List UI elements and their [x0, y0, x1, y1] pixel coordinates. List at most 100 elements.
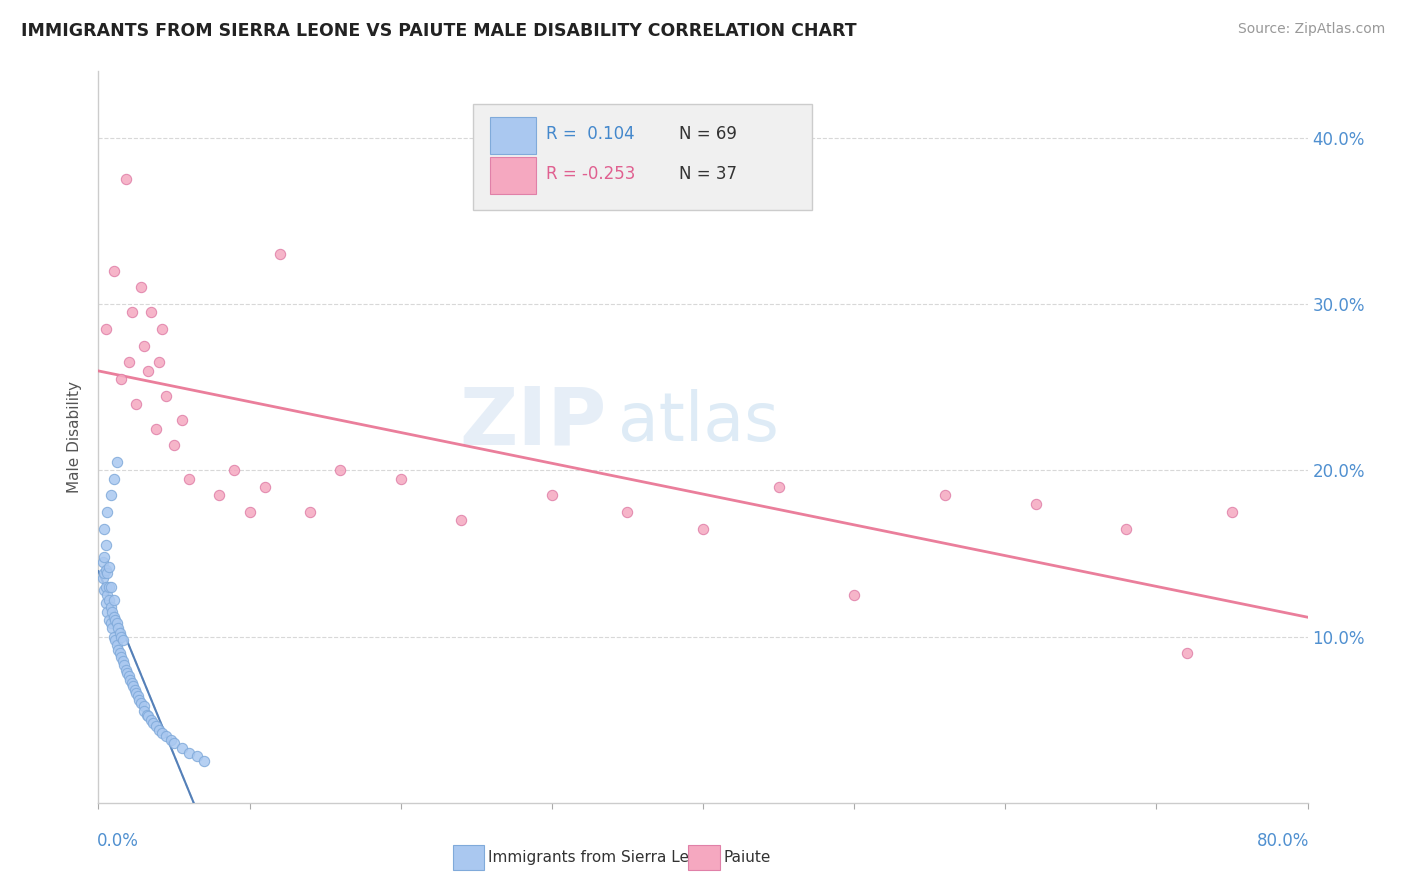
- Point: [93, 566, 115, 581]
- Point: [141, 713, 163, 727]
- Text: N = 69: N = 69: [679, 125, 737, 143]
- Point: [163, 438, 186, 452]
- Point: [105, 616, 128, 631]
- Point: [118, 669, 141, 683]
- Point: [128, 692, 150, 706]
- Point: [103, 609, 125, 624]
- Text: 0.0%: 0.0%: [97, 832, 139, 850]
- Point: [121, 305, 143, 319]
- Point: [692, 521, 714, 535]
- Point: [389, 472, 412, 486]
- Point: [100, 599, 122, 614]
- Point: [108, 626, 131, 640]
- Point: [100, 580, 122, 594]
- Point: [145, 719, 167, 733]
- Point: [104, 613, 127, 627]
- Point: [129, 696, 152, 710]
- Text: 80.0%: 80.0%: [1257, 832, 1309, 850]
- Point: [110, 372, 132, 386]
- Point: [253, 480, 276, 494]
- Point: [107, 621, 129, 635]
- Point: [122, 680, 145, 694]
- Point: [170, 740, 193, 755]
- Point: [103, 472, 125, 486]
- Point: [142, 716, 165, 731]
- Text: IMMIGRANTS FROM SIERRA LEONE VS PAIUTE MALE DISABILITY CORRELATION CHART: IMMIGRANTS FROM SIERRA LEONE VS PAIUTE M…: [21, 22, 856, 40]
- Point: [132, 699, 155, 714]
- Point: [186, 749, 208, 764]
- Text: R =  0.104: R = 0.104: [546, 125, 634, 143]
- Point: [93, 521, 115, 535]
- Point: [94, 322, 117, 336]
- Point: [135, 707, 157, 722]
- Point: [1115, 521, 1137, 535]
- Point: [93, 549, 115, 564]
- Point: [105, 638, 128, 652]
- Point: [101, 605, 124, 619]
- Point: [540, 488, 562, 502]
- Point: [1220, 505, 1243, 519]
- Text: Source: ZipAtlas.com: Source: ZipAtlas.com: [1237, 22, 1385, 37]
- Point: [103, 593, 125, 607]
- Point: [450, 513, 472, 527]
- Point: [141, 305, 163, 319]
- Point: [108, 646, 131, 660]
- Point: [101, 621, 124, 635]
- Point: [148, 723, 170, 737]
- Point: [100, 488, 122, 502]
- Point: [224, 463, 246, 477]
- Point: [150, 322, 173, 336]
- Point: [616, 505, 638, 519]
- Point: [100, 616, 122, 631]
- Point: [94, 596, 117, 610]
- FancyBboxPatch shape: [453, 846, 484, 870]
- Point: [111, 632, 134, 647]
- Point: [1024, 497, 1046, 511]
- Point: [129, 280, 152, 294]
- FancyBboxPatch shape: [491, 157, 536, 194]
- Text: ZIP: ZIP: [458, 384, 606, 461]
- Point: [98, 559, 121, 574]
- Point: [125, 686, 148, 700]
- Point: [98, 613, 121, 627]
- Point: [103, 630, 125, 644]
- Point: [179, 746, 201, 760]
- Point: [155, 729, 177, 743]
- Point: [299, 505, 322, 519]
- Point: [91, 555, 114, 569]
- Y-axis label: Male Disability: Male Disability: [67, 381, 83, 493]
- Point: [127, 690, 149, 704]
- Text: Paiute: Paiute: [724, 850, 770, 865]
- Point: [150, 726, 173, 740]
- Point: [96, 605, 118, 619]
- Point: [94, 538, 117, 552]
- Point: [98, 593, 121, 607]
- Point: [118, 355, 141, 369]
- Point: [96, 566, 118, 581]
- Point: [125, 397, 148, 411]
- Point: [163, 736, 186, 750]
- Point: [94, 563, 117, 577]
- Point: [98, 580, 121, 594]
- Text: Immigrants from Sierra Leone: Immigrants from Sierra Leone: [488, 850, 717, 865]
- Point: [170, 413, 193, 427]
- Point: [329, 463, 352, 477]
- Point: [124, 682, 146, 697]
- Point: [136, 363, 159, 377]
- Point: [114, 663, 136, 677]
- Point: [136, 709, 159, 723]
- Point: [269, 247, 291, 261]
- Point: [96, 588, 118, 602]
- Point: [844, 588, 866, 602]
- FancyBboxPatch shape: [474, 104, 811, 211]
- Point: [103, 264, 125, 278]
- Point: [145, 422, 167, 436]
- Point: [121, 676, 143, 690]
- Point: [104, 632, 127, 647]
- Point: [115, 666, 138, 681]
- Point: [239, 505, 262, 519]
- Point: [107, 643, 129, 657]
- Point: [208, 488, 231, 502]
- Point: [91, 571, 114, 585]
- Point: [112, 657, 135, 672]
